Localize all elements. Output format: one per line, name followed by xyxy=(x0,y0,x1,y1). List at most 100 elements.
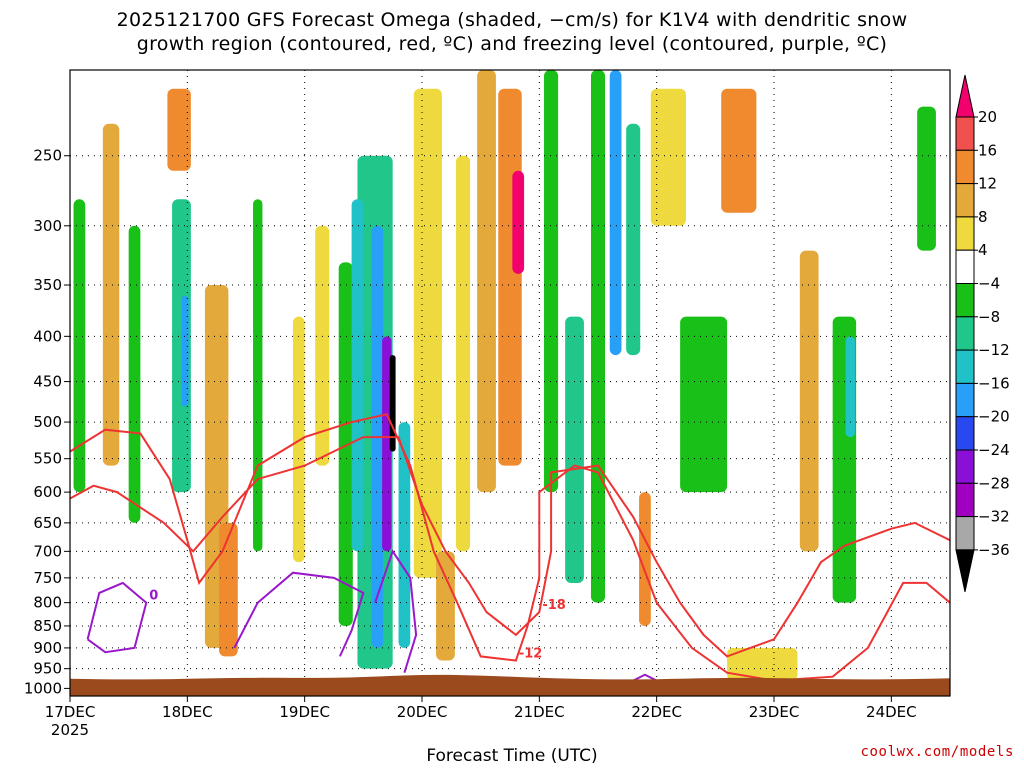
omega-band xyxy=(181,295,189,407)
x-axis: 17DEC 18DEC 19DEC 20DEC 21DEC 22DEC 23DEC 24DEC… xyxy=(45,696,917,739)
colorbar-label: −8 xyxy=(978,308,1000,326)
colorbar-segment xyxy=(955,149,975,185)
omega-band xyxy=(512,170,525,274)
freezing-level-contour xyxy=(374,549,418,673)
y-tick-label: 650 xyxy=(33,514,62,532)
colorbar-segment xyxy=(955,183,975,218)
colorbar-segment xyxy=(955,116,975,151)
omega-band xyxy=(565,316,584,583)
freezing-level-contour xyxy=(632,673,658,682)
colorbar-label: 16 xyxy=(978,141,997,159)
omega-band xyxy=(498,88,522,466)
omega-band xyxy=(102,123,120,466)
omega-band xyxy=(456,155,471,552)
colorbar-segment xyxy=(955,283,975,318)
colorbar-segment xyxy=(955,349,975,384)
omega-band xyxy=(398,422,411,648)
chart-title-line2: growth region (contoured, red, ºC) and f… xyxy=(136,33,888,55)
colorbar: 20 16 12 8 4 −4 −8 −12 −16 −20 −24 −28 −32 −36 xyxy=(955,74,1010,593)
colorbar-label: −12 xyxy=(978,341,1010,359)
x-tick-label: 19DEC xyxy=(279,703,330,721)
freezing-level-contour xyxy=(233,571,365,657)
y-tick-label: 600 xyxy=(33,483,62,501)
y-tick-label: 850 xyxy=(33,617,62,635)
omega-band xyxy=(477,70,496,493)
colorbar-label: −24 xyxy=(978,441,1010,459)
y-tick-label: 1000 xyxy=(24,679,62,697)
x-tick-label: 23DEC xyxy=(749,703,800,721)
y-tick-label: 250 xyxy=(33,147,62,165)
omega-band xyxy=(253,199,263,552)
y-tick-label: 300 xyxy=(33,217,62,235)
x-tick-label: 21DEC xyxy=(514,703,565,721)
y-tick-label: 450 xyxy=(33,373,62,391)
colorbar-label: −20 xyxy=(978,408,1010,426)
omega-band xyxy=(845,336,855,438)
x-tick-label: 20DEC xyxy=(397,703,448,721)
colorbar-label: 20 xyxy=(978,108,997,126)
x-tick-label: 18DEC xyxy=(162,703,213,721)
colorbar-bottom-arrow xyxy=(955,549,975,593)
omega-band xyxy=(609,70,622,356)
freezing-level-contour xyxy=(86,581,148,654)
credit-link[interactable]: coolwx.com/models xyxy=(860,744,1014,760)
omega-band xyxy=(626,123,641,356)
y-tick-label: 800 xyxy=(33,594,62,612)
omega-band xyxy=(436,551,455,661)
dgz-contour-label: -18 xyxy=(542,598,566,613)
colorbar-label: 8 xyxy=(978,208,988,226)
omega-band xyxy=(544,70,559,493)
omega-band xyxy=(292,316,305,563)
y-tick-label: 900 xyxy=(33,639,62,657)
plot-frame xyxy=(69,69,951,697)
y-axis: 250 300 350 400 450 500 550 600 650 700 750 800 850 9… xyxy=(24,147,70,697)
omega-band xyxy=(799,250,819,552)
colorbar-segment xyxy=(955,482,975,518)
omega-band xyxy=(650,88,686,226)
omega-band xyxy=(413,88,442,578)
colorbar-segment xyxy=(955,249,975,284)
colorbar-label: −36 xyxy=(978,541,1010,559)
x-axis-title: Forecast Time (UTC) xyxy=(426,746,598,766)
y-tick-label: 750 xyxy=(33,569,62,587)
colorbar-label: −16 xyxy=(978,374,1010,392)
omega-band xyxy=(219,522,238,657)
omega-band xyxy=(680,316,728,493)
omega-band xyxy=(315,225,330,466)
x-tick-label: 24DEC xyxy=(866,703,917,721)
colorbar-segment xyxy=(955,516,975,551)
colorbar-segment xyxy=(955,416,975,451)
omega-band xyxy=(351,199,364,552)
omega-band xyxy=(382,336,392,552)
x-tick-label: 17DEC xyxy=(45,703,96,721)
y-tick-label: 500 xyxy=(33,413,62,431)
chart-title-line1: 2025121700 GFS Forecast Omega (shaded, −… xyxy=(116,9,908,31)
y-tick-label: 350 xyxy=(33,276,62,294)
dgz-contour-label: -12 xyxy=(519,647,543,662)
dgz-contour xyxy=(70,436,950,658)
y-tick-label: 400 xyxy=(33,327,62,345)
y-tick-label: 950 xyxy=(33,660,62,678)
omega-shading xyxy=(73,70,936,681)
colorbar-label: −28 xyxy=(978,474,1010,492)
x-tick-label: 22DEC xyxy=(631,703,682,721)
colorbar-top-arrow xyxy=(955,74,975,118)
omega-band xyxy=(721,88,757,213)
x-tick-year-label: 2025 xyxy=(51,721,89,739)
omega-band xyxy=(917,106,936,251)
freezing-level-contour-label: 0 xyxy=(149,589,158,604)
y-tick-label: 550 xyxy=(33,450,62,468)
colorbar-label: 4 xyxy=(978,241,988,259)
omega-band xyxy=(639,492,651,626)
omega-band xyxy=(128,225,141,523)
colorbar-label: −32 xyxy=(978,508,1010,526)
omega-band xyxy=(167,88,191,171)
omega-band xyxy=(389,355,396,452)
colorbar-label: 12 xyxy=(978,175,997,193)
colorbar-label: −4 xyxy=(978,275,1000,293)
colorbar-segment xyxy=(955,216,975,251)
y-tick-label: 700 xyxy=(33,542,62,560)
terrain-ground xyxy=(70,674,950,696)
colorbar-segment xyxy=(955,449,975,484)
